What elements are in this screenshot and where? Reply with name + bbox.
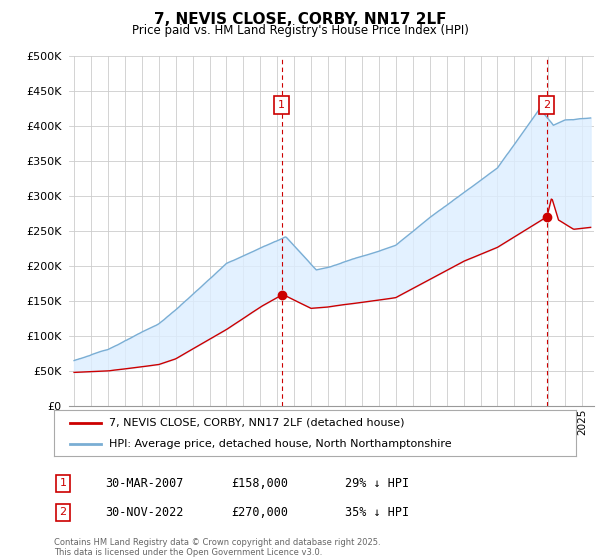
Text: 7, NEVIS CLOSE, CORBY, NN17 2LF: 7, NEVIS CLOSE, CORBY, NN17 2LF — [154, 12, 446, 27]
Text: 30-MAR-2007: 30-MAR-2007 — [105, 477, 184, 490]
Text: 2: 2 — [59, 507, 67, 517]
Text: £270,000: £270,000 — [231, 506, 288, 519]
Text: 35% ↓ HPI: 35% ↓ HPI — [345, 506, 409, 519]
Text: Price paid vs. HM Land Registry's House Price Index (HPI): Price paid vs. HM Land Registry's House … — [131, 24, 469, 36]
Text: 2: 2 — [544, 100, 550, 110]
Text: HPI: Average price, detached house, North Northamptonshire: HPI: Average price, detached house, Nort… — [109, 439, 451, 449]
Text: 1: 1 — [278, 100, 285, 110]
Text: 30-NOV-2022: 30-NOV-2022 — [105, 506, 184, 519]
Text: 1: 1 — [59, 478, 67, 488]
Text: 7, NEVIS CLOSE, CORBY, NN17 2LF (detached house): 7, NEVIS CLOSE, CORBY, NN17 2LF (detache… — [109, 418, 404, 428]
Text: Contains HM Land Registry data © Crown copyright and database right 2025.
This d: Contains HM Land Registry data © Crown c… — [54, 538, 380, 557]
Text: 29% ↓ HPI: 29% ↓ HPI — [345, 477, 409, 490]
Text: £158,000: £158,000 — [231, 477, 288, 490]
